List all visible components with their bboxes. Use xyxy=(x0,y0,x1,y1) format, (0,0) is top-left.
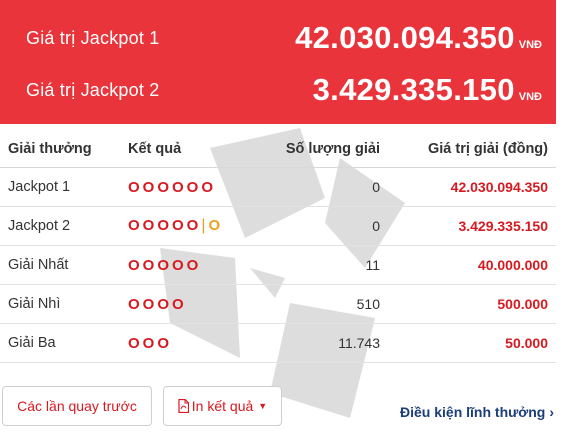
result-balls: OOOO xyxy=(128,295,187,313)
jackpot-1-label: Giá trị Jackpot 1 xyxy=(26,27,160,48)
prize-value: 3.429.335.150 xyxy=(458,218,548,234)
jackpot-2-value: 3.429.335.150 VNĐ xyxy=(313,72,542,108)
header-result: Kết quả xyxy=(128,140,182,157)
result-balls: OOO xyxy=(128,334,173,352)
jackpot-2-label: Giá trị Jackpot 2 xyxy=(26,79,160,100)
header-prize: Giải thưởng xyxy=(8,140,92,157)
prize-value: 500.000 xyxy=(497,296,548,312)
result-balls: OOOOO xyxy=(128,256,202,274)
header-value: Giá trị giải (đồng) xyxy=(427,140,548,157)
table-row: Giải Ba OOO 11.743 50.000 xyxy=(0,324,556,363)
table-header: Giải thưởng Kết quả Số lượng giải Giá tr… xyxy=(0,130,556,168)
prize-value: 50.000 xyxy=(505,335,548,351)
prize-name: Giải Nhất xyxy=(8,257,69,273)
prize-value: 40.000.000 xyxy=(477,257,548,273)
caret-down-icon: ▼ xyxy=(258,401,268,411)
jackpot-1-unit: VNĐ xyxy=(518,39,542,51)
prize-name: Jackpot 1 xyxy=(8,179,71,195)
result-balls: OOOOOO xyxy=(128,178,217,196)
bonus-ball: O xyxy=(208,217,224,234)
previous-draws-button[interactable]: Các lần quay trước xyxy=(2,386,152,426)
header-count: Số lượng giải xyxy=(285,140,380,157)
prize-name: Jackpot 2 xyxy=(8,218,71,234)
table-row: Giải Nhất OOOOO 11 40.000.000 xyxy=(0,246,556,285)
bonus-separator: | xyxy=(201,217,206,234)
jackpot-2-amount: 3.429.335.150 xyxy=(312,72,515,107)
print-results-label: In kết quả xyxy=(191,398,254,414)
jackpot-2-unit: VNĐ xyxy=(518,91,542,103)
prize-name: Giải Ba xyxy=(8,335,56,351)
previous-draws-label: Các lần quay trước xyxy=(17,398,137,414)
jackpot-1-amount: 42.030.094.350 xyxy=(295,20,515,55)
winner-count: 11 xyxy=(365,257,380,273)
winner-count: 11.743 xyxy=(338,335,380,351)
print-results-button[interactable]: In kết quả ▼ xyxy=(163,386,282,426)
prize-rules-label: Điều kiện lĩnh thưởng xyxy=(400,404,546,420)
jackpot-1-row: Giá trị Jackpot 1 42.030.094.350 VNĐ xyxy=(0,14,556,62)
table-row: Jackpot 1 OOOOOO 0 42.030.094.350 xyxy=(0,168,556,207)
jackpot-banner: Giá trị Jackpot 1 42.030.094.350 VNĐ Giá… xyxy=(0,0,556,124)
pdf-icon xyxy=(178,399,189,413)
prize-value: 42.030.094.350 xyxy=(450,179,548,195)
result-balls-group: OOOOO| O xyxy=(128,217,223,235)
results-table: Giải thưởng Kết quả Số lượng giải Giá tr… xyxy=(0,124,556,418)
result-balls: OOOOO xyxy=(128,217,202,234)
table-row: Jackpot 2 OOOOO| O 0 3.429.335.150 xyxy=(0,207,556,246)
table-row: Giải Nhì OOOO 510 500.000 xyxy=(0,285,556,324)
winner-count: 0 xyxy=(372,218,380,234)
jackpot-1-value: 42.030.094.350 VNĐ xyxy=(295,20,542,56)
winner-count: 510 xyxy=(356,296,380,312)
chevron-right-icon: › xyxy=(549,404,554,420)
prize-name: Giải Nhì xyxy=(8,296,61,312)
winner-count: 0 xyxy=(372,179,380,195)
prize-rules-link[interactable]: Điều kiện lĩnh thưởng › xyxy=(400,404,554,420)
jackpot-2-row: Giá trị Jackpot 2 3.429.335.150 VNĐ xyxy=(0,66,556,114)
